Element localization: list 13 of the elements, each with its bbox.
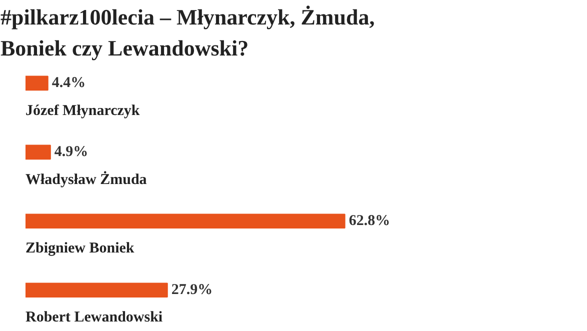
y-tick-label: Robert Lewandowski	[26, 310, 163, 326]
bar	[26, 282, 168, 298]
chart-title: #pilkarz100lecia – Młynarczyk, Żmuda, Boniek czy Lewandowski?	[0, 4, 375, 60]
y-tick-label: Zbigniew Boniek	[26, 240, 135, 257]
bar	[26, 76, 48, 91]
bar	[26, 214, 346, 229]
bar	[26, 144, 51, 160]
y-tick-label: Józef Młynarczyk	[26, 102, 140, 119]
y-tick-label: Władysław Żmuda	[26, 170, 148, 188]
data-label: 27.9%	[171, 282, 213, 298]
data-label: 4.9%	[54, 144, 88, 160]
data-label: 4.4%	[52, 75, 86, 92]
data-label: 62.8%	[348, 213, 390, 230]
